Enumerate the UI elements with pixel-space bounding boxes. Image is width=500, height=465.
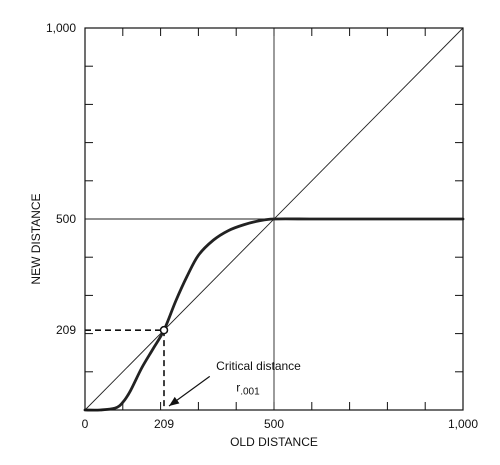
x-tick-label: 1,000: [448, 417, 478, 431]
y-tick-label: 500: [56, 212, 76, 226]
plot-frame: [84, 27, 464, 411]
y-tick-label: 1,000: [46, 21, 76, 35]
critical-distance-annotation: Critical distance: [216, 359, 301, 373]
critical-distance-symbol-letter: r: [236, 381, 240, 395]
series-group: [83, 27, 465, 412]
transform-curve: [83, 217, 465, 412]
critical-distance-symbol: r.001: [236, 381, 260, 398]
critical-distance-symbol-subscript: .001: [240, 387, 260, 398]
y-axis-label: NEW DISTANCE: [29, 193, 43, 284]
x-tick-label: 500: [264, 417, 284, 431]
y-tick-label: 209: [56, 323, 76, 337]
tick-labels: 0 209 500 1,000 209 500 1,000: [46, 21, 478, 431]
critical-point-group: [85, 325, 169, 410]
critical-point-marker: [159, 325, 169, 335]
x-tick-label: 209: [154, 417, 174, 431]
x-tick-label: 0: [82, 417, 89, 431]
annotation-arrow-head: [169, 396, 180, 406]
x-axis-label: OLD DISTANCE: [230, 435, 318, 449]
